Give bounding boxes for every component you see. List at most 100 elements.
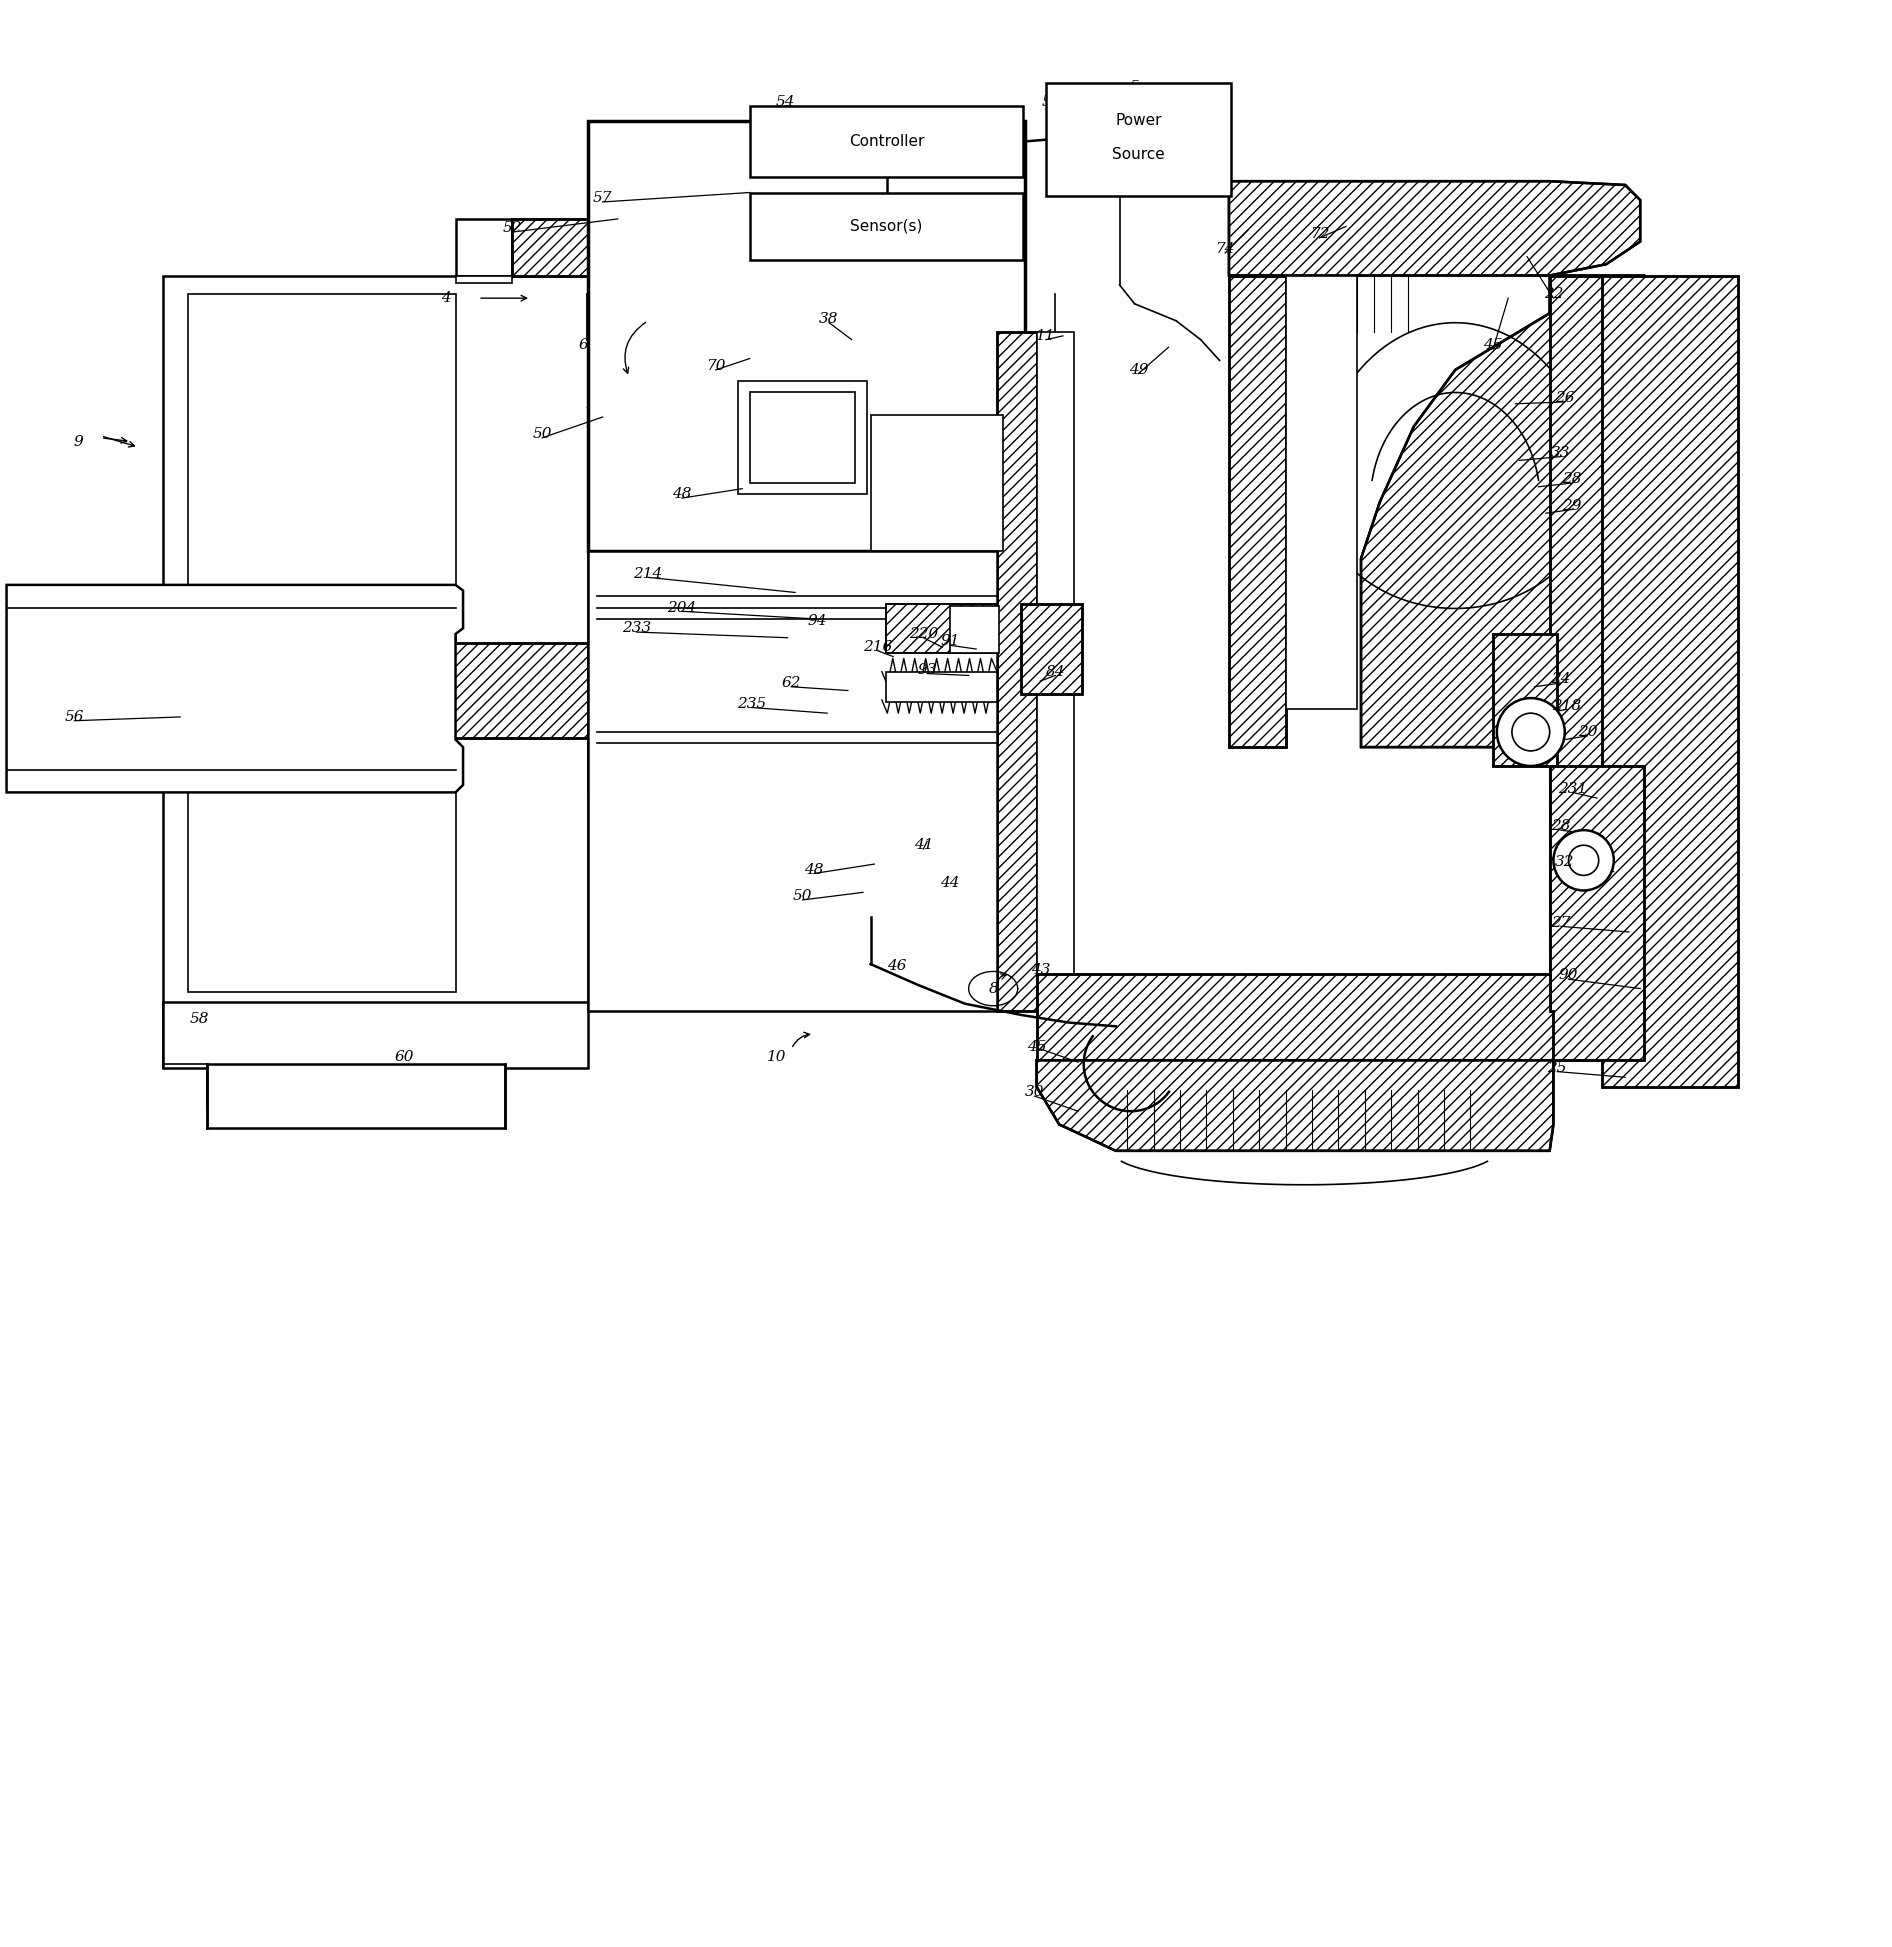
Text: Source: Source (1112, 148, 1165, 162)
Text: 50: 50 (793, 890, 812, 903)
Polygon shape (870, 415, 1003, 551)
Text: 48: 48 (672, 487, 692, 500)
Circle shape (1553, 829, 1614, 890)
Text: 41: 41 (914, 839, 933, 853)
Polygon shape (588, 551, 997, 1010)
Text: 218: 218 (1551, 699, 1582, 713)
Polygon shape (870, 759, 980, 880)
Polygon shape (1493, 635, 1557, 765)
Text: 54: 54 (776, 95, 795, 109)
Polygon shape (1046, 84, 1232, 197)
Polygon shape (456, 218, 588, 276)
Text: 11: 11 (1037, 329, 1056, 343)
Text: 233: 233 (622, 621, 651, 635)
Polygon shape (749, 105, 1024, 177)
Polygon shape (1230, 181, 1640, 276)
Polygon shape (1037, 974, 1553, 1061)
Text: 45: 45 (1027, 1040, 1046, 1053)
Polygon shape (588, 691, 997, 738)
Polygon shape (1603, 276, 1739, 1086)
Text: 20: 20 (1578, 724, 1597, 740)
Text: 58: 58 (189, 1012, 208, 1026)
Text: 74: 74 (1215, 241, 1235, 257)
Text: 84: 84 (1046, 664, 1065, 680)
Text: 33: 33 (1551, 446, 1570, 459)
Text: 62: 62 (781, 676, 800, 689)
Text: 72: 72 (1309, 228, 1330, 241)
Text: 204: 204 (668, 600, 696, 615)
Text: 44: 44 (940, 876, 959, 890)
Polygon shape (749, 393, 855, 483)
Circle shape (1568, 845, 1599, 876)
Text: 45: 45 (1483, 339, 1502, 352)
Text: 49: 49 (1130, 362, 1148, 378)
Polygon shape (1285, 276, 1357, 709)
Polygon shape (1550, 765, 1644, 1061)
Polygon shape (997, 333, 1037, 1010)
Polygon shape (49, 648, 168, 732)
Text: 216: 216 (863, 641, 893, 654)
Text: 25: 25 (1548, 1061, 1567, 1075)
Text: 90: 90 (1559, 968, 1578, 983)
Polygon shape (624, 337, 1022, 386)
Text: 24: 24 (1551, 672, 1570, 685)
Polygon shape (588, 738, 997, 796)
Text: 9: 9 (74, 434, 83, 448)
Polygon shape (206, 1071, 505, 1106)
Polygon shape (1022, 604, 1082, 695)
Polygon shape (749, 193, 1024, 261)
Polygon shape (456, 276, 513, 282)
Text: 10: 10 (766, 1049, 785, 1063)
Text: 50: 50 (532, 426, 552, 440)
Text: 29: 29 (1563, 498, 1582, 512)
Text: 235: 235 (738, 697, 766, 711)
Polygon shape (885, 604, 997, 652)
Polygon shape (187, 294, 456, 993)
Text: 30: 30 (1025, 1084, 1044, 1100)
Text: 22: 22 (1544, 288, 1563, 302)
Polygon shape (187, 672, 588, 713)
Text: 231: 231 (1557, 781, 1587, 796)
Polygon shape (163, 218, 588, 1010)
Text: 52: 52 (503, 222, 522, 236)
Text: 6: 6 (579, 339, 588, 352)
Polygon shape (163, 1003, 588, 1067)
Text: 28: 28 (1563, 473, 1582, 487)
Text: 32: 32 (1555, 855, 1574, 868)
Polygon shape (885, 426, 990, 539)
Text: 94: 94 (808, 613, 827, 627)
Text: 46: 46 (887, 960, 906, 974)
Polygon shape (206, 1065, 505, 1127)
Text: 214: 214 (634, 567, 662, 580)
Text: 48: 48 (804, 863, 823, 876)
Text: 27: 27 (1551, 915, 1570, 929)
Text: 26: 26 (1555, 391, 1574, 405)
Polygon shape (163, 643, 588, 738)
Polygon shape (588, 121, 1025, 551)
Text: Controller: Controller (850, 134, 925, 150)
Text: 5: 5 (1130, 80, 1139, 93)
Polygon shape (738, 382, 867, 495)
Polygon shape (885, 672, 997, 701)
Polygon shape (588, 294, 1025, 339)
Text: 57: 57 (592, 191, 613, 204)
Text: Power: Power (1114, 113, 1162, 129)
Polygon shape (855, 740, 997, 894)
Text: 56: 56 (64, 711, 85, 724)
Text: 43: 43 (1031, 962, 1050, 977)
Text: 28: 28 (1551, 820, 1570, 833)
Text: 60: 60 (395, 1049, 414, 1063)
Polygon shape (1037, 333, 1075, 1010)
Text: 93: 93 (918, 662, 937, 678)
Text: Sensor(s): Sensor(s) (850, 218, 923, 234)
Circle shape (1497, 699, 1565, 765)
Polygon shape (1230, 276, 1285, 748)
Circle shape (1512, 713, 1550, 752)
Text: 8: 8 (988, 981, 999, 995)
Text: 70: 70 (706, 358, 727, 374)
Polygon shape (6, 584, 464, 792)
Text: 38: 38 (819, 312, 838, 325)
Polygon shape (1550, 276, 1640, 1061)
Text: 220: 220 (908, 627, 938, 641)
Text: 91: 91 (940, 635, 959, 648)
